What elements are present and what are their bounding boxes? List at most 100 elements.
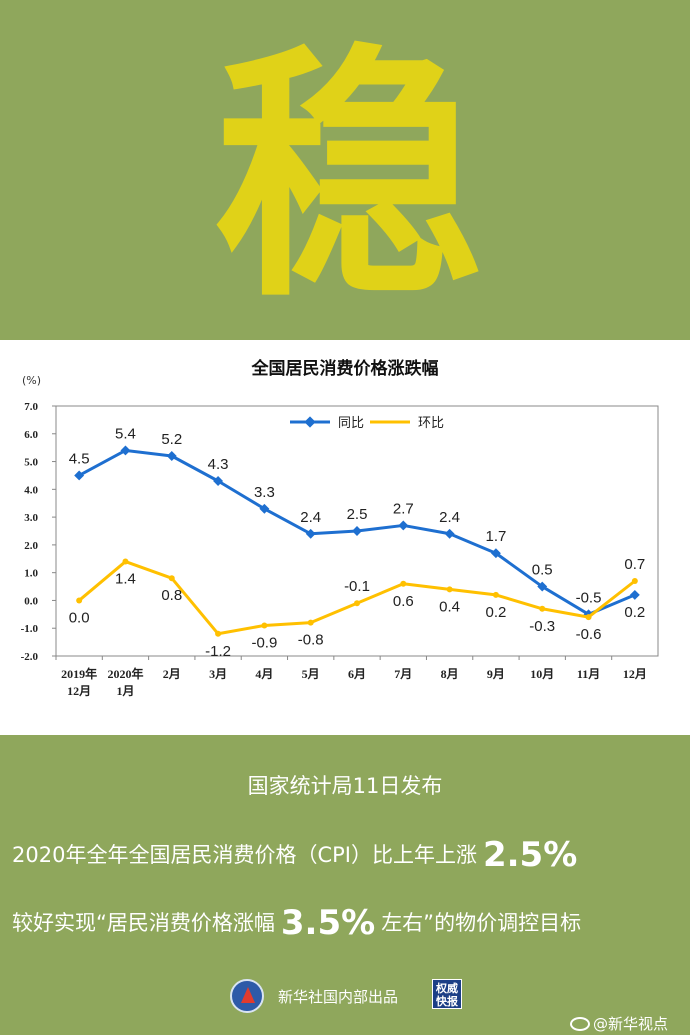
summary-section: 国家统计局11日发布 2020年全年全国居民消费价格（CPI）比上年上涨 2.5%… — [0, 735, 690, 1035]
data-label: 0.7 — [624, 556, 645, 573]
xinhua-emblem-icon — [230, 979, 264, 1013]
header-band: 稳 — [0, 0, 690, 340]
y-tick-label: 1.0 — [24, 568, 38, 580]
data-point — [76, 597, 83, 604]
x-tick-label: 9月 — [487, 667, 505, 681]
y-tick-label: -2.0 — [21, 651, 39, 663]
cpi-line-chart: 全国居民消费价格涨跌幅 (%) 7.0 6.0 5.0 4.0 3.0 2.0 1.0 0.0 -1… — [21, 358, 659, 698]
data-point — [354, 600, 360, 607]
summary-line-2: 较好实现“居民消费价格涨幅 3.5% 左右”的物价调控目标 — [12, 903, 688, 943]
summary-line-1: 2020年全年全国居民消费价格（CPI）比上年上涨 2.5% — [12, 835, 688, 875]
data-point — [398, 520, 409, 531]
data-point — [446, 586, 453, 593]
data-label: -0.5 — [576, 589, 602, 606]
x-tick-label: 12月 — [623, 667, 647, 681]
authority-badge: 权威快报 — [432, 979, 462, 1009]
publisher-credit: 新华社国内部出品 — [278, 988, 399, 1006]
data-point — [168, 575, 175, 582]
data-label: 0.6 — [393, 593, 414, 610]
data-point — [492, 591, 499, 598]
weibo-handle[interactable]: @新华视点 — [570, 1013, 668, 1034]
x-tick-label: 3月 — [209, 667, 227, 681]
y-tick-label: 5.0 — [24, 457, 38, 469]
data-label: 0.8 — [161, 587, 182, 604]
x-tick-label: 2020年 — [107, 666, 143, 681]
data-label: 4.3 — [208, 456, 229, 473]
chart-title: 全国居民消费价格涨跌幅 — [251, 358, 439, 379]
x-tick-label: 2月 — [163, 667, 181, 681]
data-label: 2.5 — [347, 506, 368, 523]
data-point — [352, 526, 362, 536]
y-tick-label: 7.0 — [24, 401, 38, 413]
data-label: 2.7 — [393, 500, 414, 517]
summary-line-1-text: 2020年全年全国居民消费价格（CPI）比上年上涨 — [12, 843, 477, 867]
data-label: -0.8 — [298, 632, 324, 649]
footer: 新华社国内部出品 权威快报 @新华视点 — [0, 977, 690, 1033]
x-tick-label: 4月 — [255, 667, 273, 681]
data-point — [539, 605, 546, 612]
data-point — [305, 528, 316, 539]
headline-character: 稳 — [212, 24, 483, 332]
weibo-icon — [570, 1017, 590, 1031]
y-tick-label: 2.0 — [24, 540, 38, 552]
data-label: 2.4 — [439, 509, 460, 526]
data-label: 0.4 — [439, 598, 460, 615]
data-label: 0.0 — [69, 609, 90, 626]
y-tick-label: -1.0 — [21, 623, 39, 635]
legend-label-0: 同比 — [338, 416, 364, 431]
data-point — [74, 470, 85, 481]
chart-panel: 全国居民消费价格涨跌幅 (%) 7.0 6.0 5.0 4.0 3.0 2.0 1.0 0.0 -1… — [0, 340, 690, 735]
x-tick-label: 8月 — [441, 667, 459, 681]
y-tick-label: 3.0 — [24, 512, 38, 524]
legend-marker — [304, 416, 316, 428]
data-point — [537, 581, 548, 592]
data-label: -0.9 — [251, 634, 277, 651]
x-tick-label: 1月 — [116, 684, 134, 698]
data-point — [631, 578, 638, 584]
x-tick-label: 12月 — [67, 684, 91, 698]
x-tick-label: 6月 — [348, 667, 366, 681]
data-point — [122, 558, 129, 565]
x-tick-label: 10月 — [530, 667, 554, 681]
x-tick-label: 5月 — [302, 667, 320, 681]
data-label: 2.4 — [300, 509, 321, 526]
y-tick-label: 0.0 — [24, 595, 38, 607]
data-point — [213, 476, 224, 486]
data-label: 0.2 — [485, 604, 506, 621]
y-tick-label: 6.0 — [24, 429, 38, 441]
legend-label-1: 环比 — [418, 416, 444, 431]
data-label: -0.3 — [529, 618, 555, 635]
y-unit-label: (%) — [22, 374, 41, 387]
weibo-handle-text: @新华视点 — [593, 1015, 669, 1033]
summary-line-2-text: 较好实现“居民消费价格涨幅 — [12, 911, 275, 935]
summary-line-2-value: 3.5% — [280, 903, 376, 943]
data-label: 4.5 — [69, 450, 90, 467]
data-label: 1.4 — [115, 571, 136, 588]
data-point — [629, 589, 640, 600]
data-label: 3.3 — [254, 484, 275, 501]
data-point — [585, 614, 592, 621]
x-tick-label: 2019年 — [61, 666, 97, 681]
summary-line-1-value: 2.5% — [482, 835, 578, 875]
data-label: 5.4 — [115, 425, 136, 442]
data-point — [490, 548, 501, 559]
data-point — [307, 619, 314, 626]
summary-line-2-suffix: 左右”的物价调控目标 — [381, 911, 582, 935]
data-label: -0.6 — [576, 626, 602, 643]
release-note: 国家统计局11日发布 — [247, 774, 443, 798]
data-point — [261, 622, 268, 629]
data-label: -1.2 — [205, 643, 231, 660]
x-tick-label: 7月 — [394, 667, 412, 681]
data-point — [215, 630, 222, 637]
data-point — [120, 445, 131, 456]
plot-frame — [55, 405, 659, 657]
data-point — [444, 528, 455, 539]
data-label: 5.2 — [161, 431, 182, 448]
data-label: -0.1 — [344, 578, 370, 595]
data-label: 0.2 — [624, 604, 645, 621]
data-point — [166, 451, 177, 461]
data-label: 1.7 — [485, 528, 506, 545]
data-label: 0.5 — [532, 562, 553, 579]
x-tick-label: 11月 — [577, 667, 600, 681]
y-tick-label: 4.0 — [24, 484, 38, 496]
